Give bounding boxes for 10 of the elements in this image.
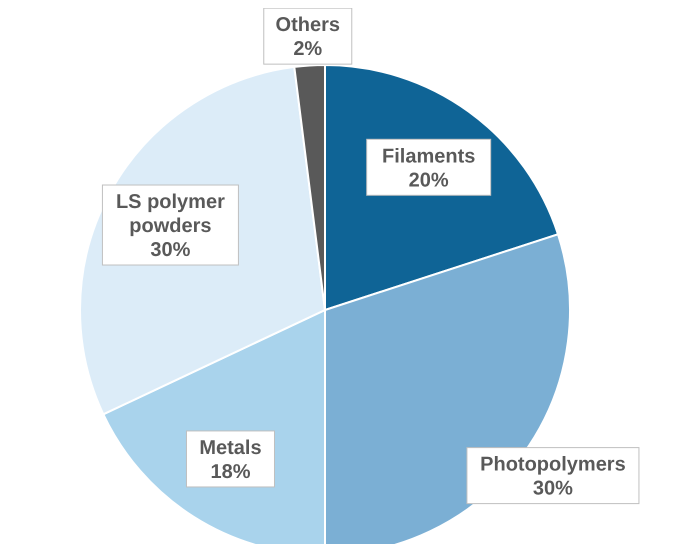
data-label: 30% — [150, 239, 191, 262]
data-label: 2% — [293, 38, 322, 60]
slice-label: LS polymer powders — [116, 191, 226, 238]
data-label: 20% — [408, 169, 449, 192]
slice-label: Others — [276, 14, 340, 36]
slice-label: Metals — [199, 436, 262, 459]
slice-label: Photopolymers — [480, 454, 626, 476]
data-label: 18% — [210, 460, 251, 483]
data-label: 30% — [532, 478, 574, 500]
slice-label: Filaments — [382, 145, 476, 168]
